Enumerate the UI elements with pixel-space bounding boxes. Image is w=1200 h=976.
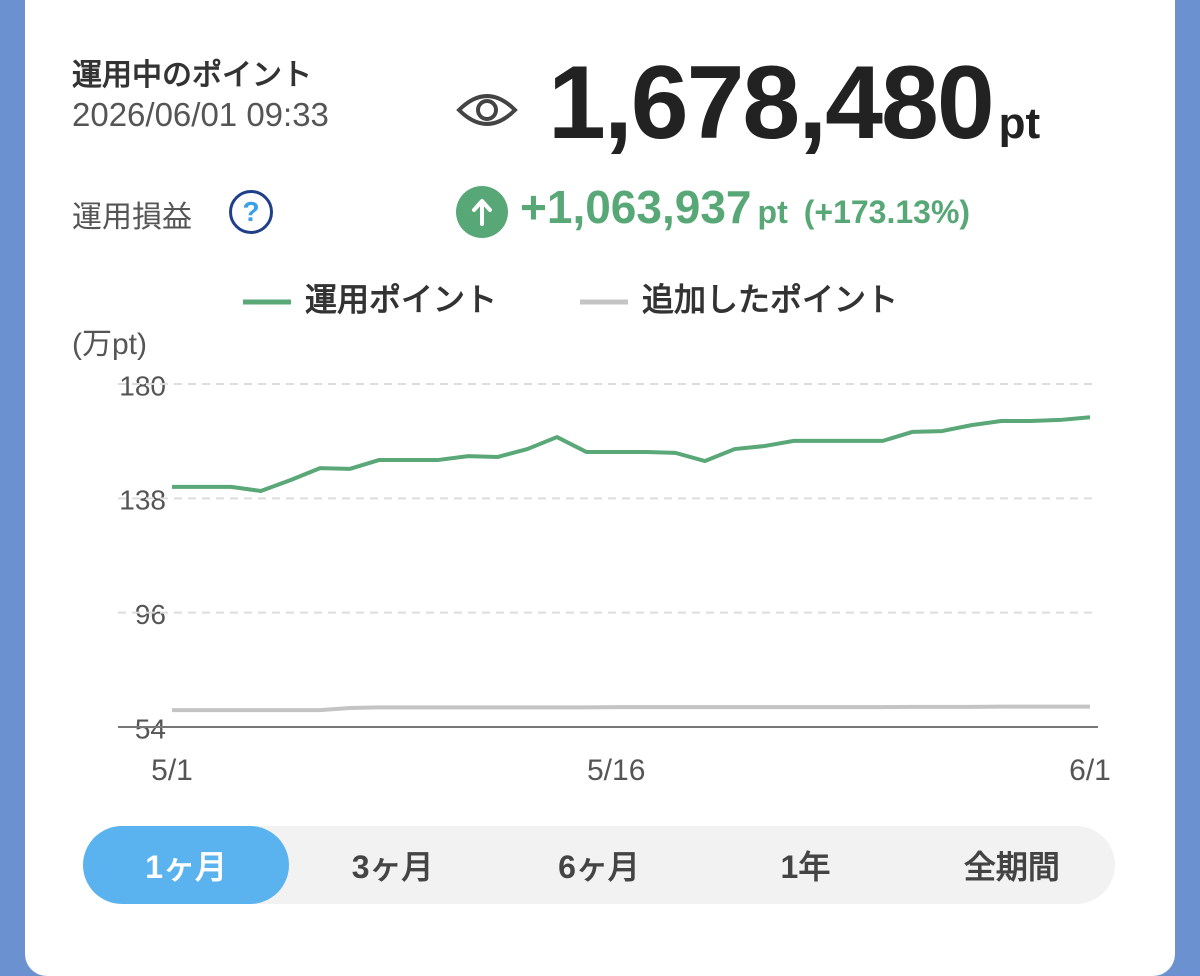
series-line <box>172 704 1090 713</box>
legend-label: 運用ポイント <box>305 281 497 317</box>
up-icon <box>456 186 508 238</box>
x-tick-label: 6/1 <box>1069 754 1111 787</box>
y-unit-label: (万pt) <box>72 328 147 361</box>
y-tick-label: 138 <box>119 485 166 516</box>
period-tab[interactable]: 6ヶ月 <box>558 849 640 885</box>
visibility-toggle[interactable] <box>455 88 519 132</box>
profit-label: 運用損益 <box>72 201 192 234</box>
y-tick-label: 180 <box>119 370 166 401</box>
y-tick-label: 54 <box>135 713 166 744</box>
profit-unit: pt <box>757 194 788 230</box>
period-tab[interactable]: 1ヶ月 <box>83 826 290 904</box>
profit: +1,063,937 pt (+173.13%) <box>520 180 970 234</box>
x-tick-label: 5/16 <box>587 754 645 787</box>
timestamp: 2026/06/01 09:33 <box>72 96 329 133</box>
series-line <box>172 415 1091 493</box>
legend-label: 追加したポイント <box>642 281 898 317</box>
balance: 1,678,480 pt <box>548 44 1040 163</box>
app: { "header": { "title": "運用中のポイント", "time… <box>25 0 1175 976</box>
period-tab[interactable]: 3ヶ月 <box>351 849 434 885</box>
balance-value: 1,678,480 <box>548 45 995 161</box>
y-tick-label: 96 <box>135 599 166 630</box>
period-tabs: 1ヶ月 3ヶ月 6ヶ月 1年 全期間 <box>83 826 1115 904</box>
balance-unit: pt <box>998 99 1041 148</box>
profit-value: +1,063,937 <box>520 181 752 233</box>
period-tab[interactable]: 1年 <box>780 849 831 885</box>
x-tick-label: 5/1 <box>151 754 193 787</box>
period-tab[interactable]: 全期間 <box>963 849 1060 885</box>
page: 運用中のポイント html, body { margin: 0; padding… <box>25 0 1175 976</box>
chart: 運用ポイント 追加したポイント (万pt) 54 96 138 180 5/1 5/16 6/1 <box>72 281 1111 787</box>
title: 運用中のポイント <box>72 59 312 92</box>
help-button[interactable]: ? <box>229 190 273 234</box>
profit-rate: (+173.13%) <box>803 194 971 230</box>
